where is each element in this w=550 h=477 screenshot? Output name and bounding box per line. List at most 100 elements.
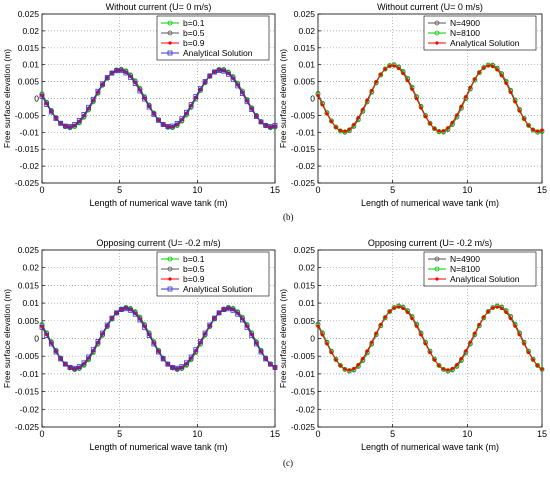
- data-point: [142, 324, 147, 330]
- data-point: [221, 68, 227, 74]
- data-point: [114, 68, 119, 74]
- legend-label: N=4900: [450, 18, 480, 28]
- data-point: [81, 112, 87, 117]
- data-point: [333, 357, 339, 362]
- data-point: [392, 306, 396, 310]
- y-tick-label: -0.005: [15, 351, 39, 361]
- data-point: [244, 324, 250, 330]
- data-point: [361, 356, 365, 361]
- y-tick-label: -0.015: [291, 144, 315, 154]
- data-point: [225, 306, 231, 312]
- legend-marker: [167, 266, 173, 272]
- x-tick-label: 10: [462, 185, 472, 195]
- legend-label: b=0.5: [183, 28, 205, 38]
- data-point: [230, 307, 236, 313]
- data-point: [486, 309, 490, 314]
- data-point: [212, 69, 217, 75]
- data-point: [263, 356, 269, 362]
- y-tick-label: 0.025: [294, 9, 316, 19]
- y-axis-label: Free surface elevation (m): [2, 289, 12, 388]
- legend-marker: [434, 266, 440, 272]
- data-point: [432, 126, 437, 132]
- data-point: [459, 356, 463, 361]
- data-point: [198, 339, 203, 344]
- data-point: [123, 306, 129, 312]
- y-tick-label: 0.015: [294, 43, 316, 53]
- data-point: [509, 90, 513, 94]
- data-point: [446, 368, 450, 372]
- data-point: [481, 65, 487, 71]
- data-point: [175, 122, 179, 126]
- data-point: [428, 122, 432, 126]
- x-axis-label: Length of numerical wave tank (m): [361, 198, 499, 208]
- data-point: [333, 124, 339, 130]
- data-point: [518, 109, 522, 113]
- data-point: [473, 77, 477, 81]
- data-point: [401, 306, 405, 311]
- y-tick-label: -0.02: [296, 404, 316, 414]
- data-point: [477, 70, 481, 74]
- chart-title: Opposing current (U= -0.2 m/s): [96, 238, 220, 248]
- data-point: [316, 93, 320, 98]
- data-point: [347, 368, 351, 372]
- data-point: [406, 310, 410, 315]
- data-point: [481, 315, 487, 320]
- legend-marker: [167, 50, 173, 56]
- data-point: [258, 119, 264, 125]
- data-point: [535, 129, 540, 133]
- data-point: [202, 330, 208, 336]
- y-tick-label: -0.02: [20, 404, 40, 414]
- data-point: [379, 72, 383, 76]
- data-point: [104, 322, 110, 328]
- data-point: [382, 66, 388, 72]
- data-point: [76, 118, 82, 123]
- data-point: [132, 311, 138, 317]
- data-point: [95, 339, 101, 344]
- data-point: [500, 306, 504, 311]
- data-point: [244, 99, 250, 105]
- data-point: [414, 97, 419, 101]
- data-point: [249, 107, 255, 112]
- data-point: [235, 83, 241, 89]
- data-point: [225, 71, 231, 77]
- data-point: [490, 305, 496, 311]
- data-point: [160, 356, 166, 362]
- y-tick-label: -0.025: [15, 422, 39, 432]
- data-point: [156, 117, 161, 123]
- data-point: [72, 122, 78, 127]
- data-point: [62, 123, 68, 129]
- y-tick-label: -0.015: [15, 387, 39, 397]
- y-tick-label: -0.025: [15, 178, 39, 188]
- data-point: [104, 75, 110, 80]
- data-point: [450, 120, 454, 124]
- chart-panel-3: 0 5 10 15 -0.025 -0.02 -0.015 -0.01 -0.005 0 0.005…: [2, 238, 280, 452]
- data-point: [509, 316, 513, 321]
- legend-marker: [435, 41, 439, 45]
- y-tick-label: -0.015: [291, 387, 315, 397]
- data-point: [441, 367, 446, 371]
- data-point: [482, 66, 486, 70]
- y-tick-label: -0.01: [20, 369, 40, 379]
- data-point: [334, 358, 338, 362]
- data-point: [62, 361, 68, 367]
- data-point: [526, 123, 531, 128]
- legend-label: N=8100: [450, 28, 480, 38]
- data-point: [230, 76, 236, 82]
- y-tick-label: -0.025: [291, 178, 315, 188]
- data-point: [253, 114, 259, 119]
- chart-title: Without current (U= 0 m/s): [377, 2, 483, 12]
- y-tick-label: -0.005: [15, 110, 39, 120]
- data-point: [212, 315, 217, 321]
- data-point: [249, 333, 255, 338]
- data-point: [539, 366, 545, 372]
- data-point: [253, 341, 259, 347]
- y-tick-label: 0.025: [294, 245, 316, 255]
- data-point: [334, 125, 338, 129]
- data-point: [67, 124, 73, 129]
- data-point: [378, 72, 384, 78]
- x-axis-label: Length of numerical wave tank (m): [361, 442, 499, 452]
- data-point: [146, 333, 152, 338]
- data-point: [118, 307, 124, 313]
